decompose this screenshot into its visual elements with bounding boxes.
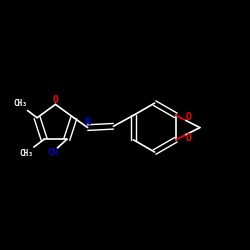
Text: O: O: [186, 133, 192, 143]
Text: O: O: [186, 112, 192, 122]
Text: CH₃: CH₃: [13, 99, 27, 108]
Text: CN: CN: [47, 148, 58, 157]
Text: CH₃: CH₃: [19, 149, 33, 158]
Text: N: N: [85, 117, 90, 127]
Text: O: O: [52, 95, 59, 105]
